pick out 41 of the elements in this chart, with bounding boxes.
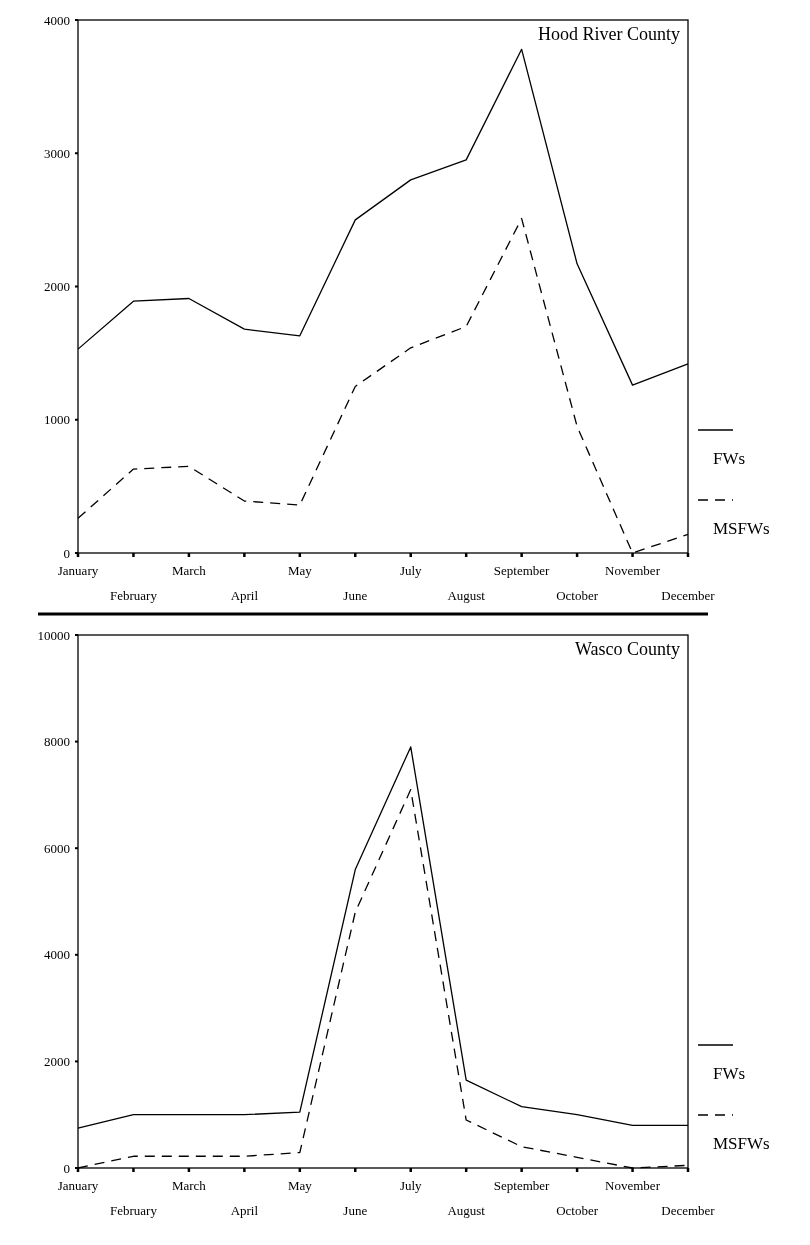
- y-tick-label: 6000: [44, 840, 70, 856]
- x-tick-label: November: [605, 563, 661, 578]
- y-tick-label: 4000: [44, 12, 70, 28]
- y-tick-label: 0: [63, 545, 70, 561]
- x-tick-label: August: [447, 1203, 486, 1218]
- x-tick-label: March: [171, 1178, 207, 1193]
- x-tick-label: June: [343, 588, 368, 603]
- y-tick-label: 2000: [44, 1053, 70, 1069]
- x-tick-label: August: [447, 588, 486, 603]
- x-tick-label: February: [109, 588, 158, 603]
- y-tick-label: 10000: [37, 627, 70, 643]
- y-tick-label: 2000: [44, 279, 70, 295]
- x-tick-label: February: [109, 1203, 158, 1218]
- x-tick-label: October: [556, 1203, 599, 1218]
- x-tick-label: May: [287, 563, 313, 578]
- x-tick-label: March: [171, 563, 207, 578]
- x-tick-label: April: [230, 1203, 259, 1218]
- y-tick-label: 4000: [44, 947, 70, 963]
- chart-title: Hood River County: [538, 24, 680, 44]
- legend-label: MSFWs: [713, 519, 770, 538]
- y-tick-label: 3000: [44, 145, 70, 161]
- x-tick-label: September: [493, 1178, 551, 1193]
- chart-title: Wasco County: [574, 639, 680, 659]
- x-tick-label: July: [399, 563, 423, 578]
- x-tick-label: May: [287, 1178, 313, 1193]
- y-tick-label: 8000: [44, 734, 70, 750]
- legend-label: FWs: [713, 449, 746, 468]
- y-tick-label: 1000: [44, 412, 70, 428]
- y-tick-label: 0: [63, 1160, 70, 1176]
- x-tick-label: November: [605, 1178, 661, 1193]
- x-tick-label: September: [493, 563, 551, 578]
- x-tick-label: December: [661, 1203, 716, 1218]
- legend-label: MSFWs: [713, 1134, 770, 1153]
- x-tick-label: December: [661, 588, 716, 603]
- x-tick-label: July: [399, 1178, 423, 1193]
- legend-label: FWs: [713, 1064, 746, 1083]
- x-tick-label: January: [57, 1178, 99, 1193]
- x-tick-label: April: [230, 588, 259, 603]
- x-tick-label: October: [556, 588, 599, 603]
- x-tick-label: June: [343, 1203, 368, 1218]
- x-tick-label: January: [57, 563, 99, 578]
